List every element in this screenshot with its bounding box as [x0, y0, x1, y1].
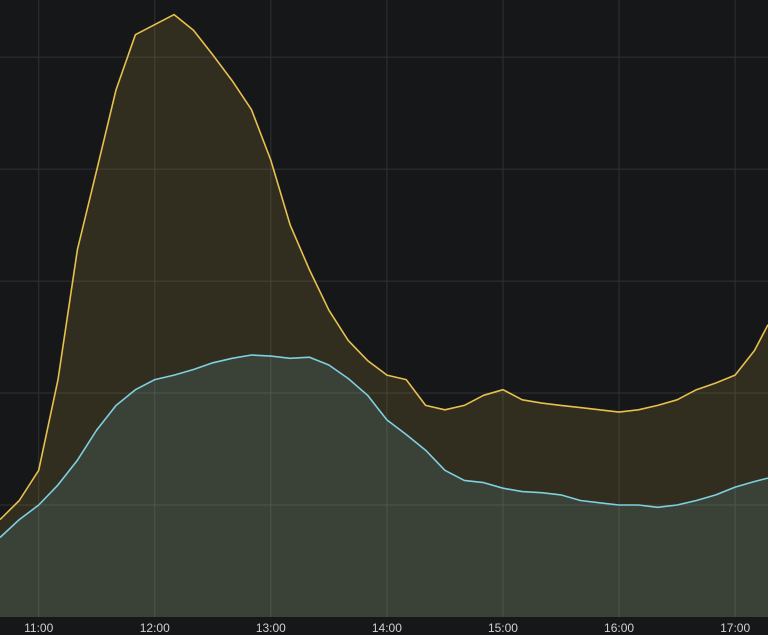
series-line [0, 13, 768, 521]
x-tick-label: 14:00 [372, 621, 402, 635]
series-area [0, 355, 768, 617]
x-tick-label: 13:00 [256, 621, 286, 635]
series-area [0, 14, 768, 618]
x-tick-label: 17:00 [720, 621, 750, 635]
x-tick-label: 16:00 [604, 621, 634, 635]
x-tick-label: 12:00 [140, 621, 170, 635]
x-tick-label: 15:00 [488, 621, 518, 635]
series-line [0, 354, 768, 539]
x-tick-label: 11:00 [24, 621, 53, 635]
